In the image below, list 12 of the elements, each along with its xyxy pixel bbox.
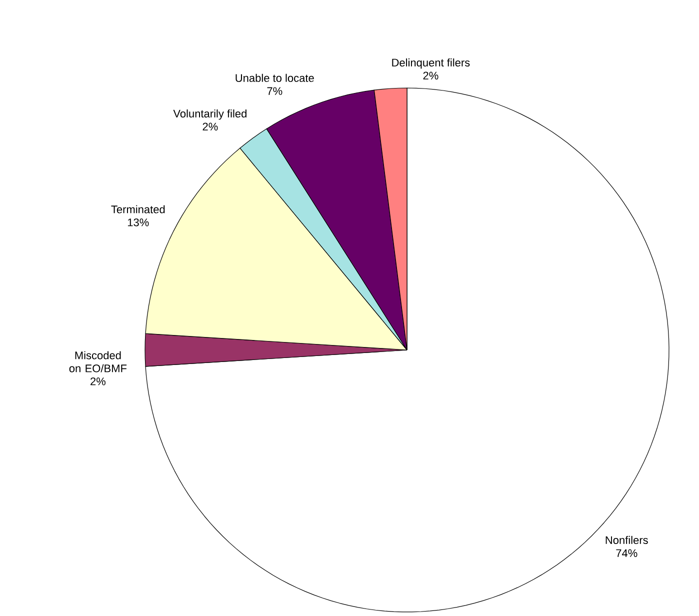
data-label: 2% bbox=[202, 122, 218, 130]
slice-label: Unable to locate bbox=[236, 74, 314, 82]
slice-label: Nonfilers bbox=[606, 536, 648, 544]
slice-label: Terminated bbox=[111, 205, 165, 214]
data-label: 7% bbox=[267, 87, 282, 95]
slice-label: Voluntarily filed bbox=[173, 109, 246, 120]
data-label: 2% bbox=[423, 72, 438, 80]
data-label: 13% bbox=[128, 218, 149, 226]
slice-label: Delinquent filers bbox=[392, 58, 470, 69]
slice-label: Miscoded on EO/BMF bbox=[69, 351, 127, 372]
data-label: 74% bbox=[616, 549, 638, 557]
data-label: 2% bbox=[90, 378, 106, 386]
